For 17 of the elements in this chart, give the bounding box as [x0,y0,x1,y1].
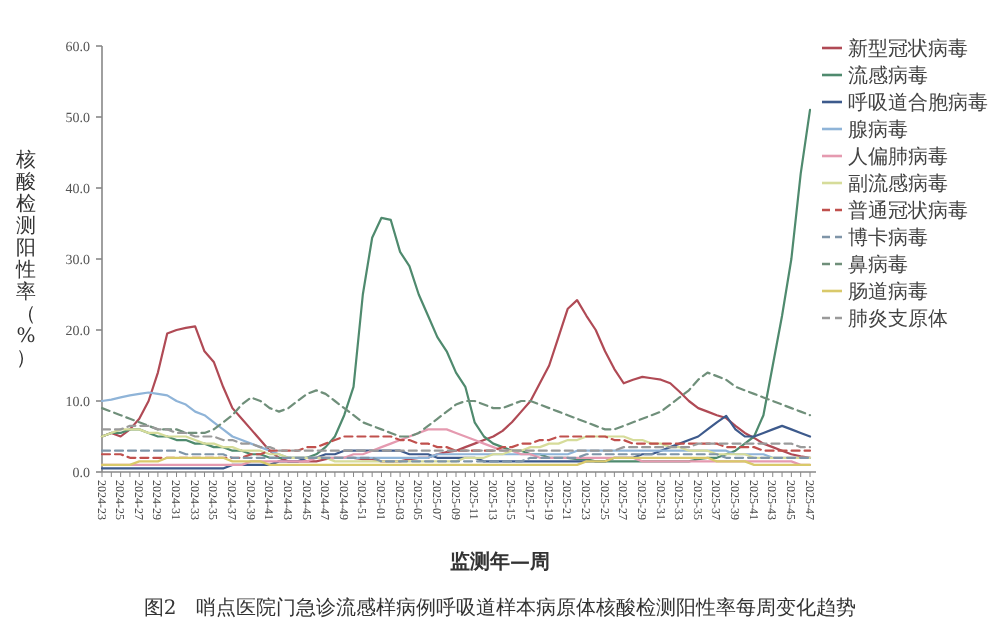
legend-label: 鼻病毒 [848,253,908,277]
line-series [100,424,812,452]
legend-label: 新型冠状病毒 [848,37,968,61]
legend-label: 腺病毒 [848,118,908,142]
legend-label: 副流感病毒 [848,172,948,196]
legend-label: 肠道病毒 [848,280,928,304]
x-axis-title: 监测年—周 [450,550,550,574]
legend-label: 肺炎支原体 [848,307,948,331]
text: 核酸检测阳性率（%） [16,150,36,370]
line-series [100,371,812,438]
legend-label: 呼吸道合胞病毒 [848,91,988,115]
line-series [100,435,812,459]
caption: 图2 哨点医院门急诊流感样病例呼吸道样本病原体核酸检测阳性率每周变化趋势 [143,596,857,620]
legend-label: 博卡病毒 [848,226,928,250]
legend-label: 普通冠状病毒 [848,199,968,223]
legend-label: 人偏肺病毒 [848,145,948,169]
legend-label: 流感病毒 [848,64,928,88]
